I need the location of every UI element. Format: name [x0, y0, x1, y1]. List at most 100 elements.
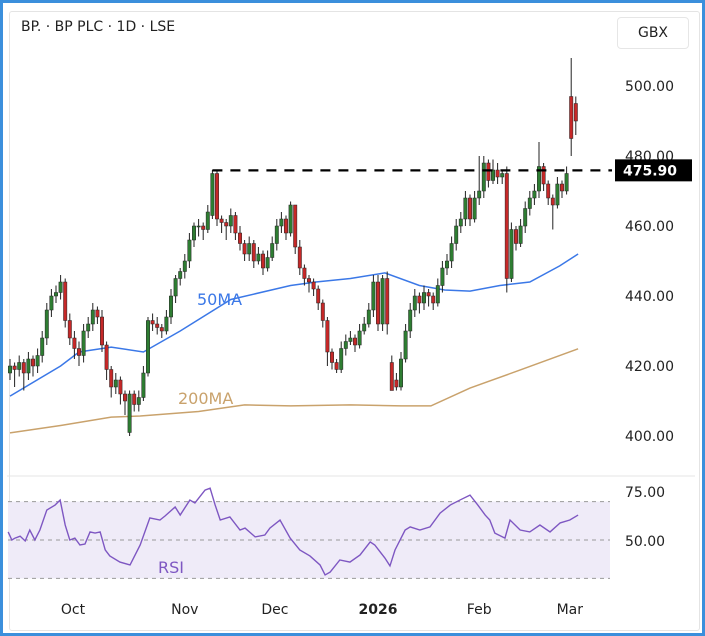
candle-body — [458, 218, 463, 227]
candle — [67, 313, 72, 345]
candle-body — [366, 309, 371, 325]
candle — [63, 278, 68, 328]
candle — [353, 334, 357, 352]
candle-body — [518, 225, 523, 244]
time-axis-label: Dec — [261, 602, 288, 618]
candle-body — [256, 253, 261, 262]
candle — [284, 215, 288, 240]
candle-body — [399, 358, 403, 388]
candle-body — [541, 166, 546, 185]
candle-body — [468, 197, 472, 220]
candle-body — [440, 267, 445, 286]
candle — [380, 275, 385, 331]
candle — [224, 219, 229, 240]
candle-body — [72, 337, 77, 349]
candle — [265, 250, 270, 272]
candle-body — [8, 365, 12, 374]
price-axis-tick: 400.00 — [625, 429, 674, 445]
candle — [495, 163, 500, 184]
rsi-axis-tick: 75.00 — [625, 485, 665, 501]
candle-body — [412, 295, 417, 311]
time-axis-label: Mar — [557, 602, 584, 618]
candle — [182, 254, 187, 279]
candle-body — [495, 169, 500, 178]
candle — [348, 331, 353, 345]
candle-body — [109, 369, 114, 388]
candle — [546, 180, 551, 205]
candle-body — [21, 362, 26, 374]
price-axis-tick: 440.00 — [625, 289, 674, 305]
candle — [357, 324, 362, 349]
candle — [541, 163, 546, 191]
candle — [173, 275, 178, 303]
candle — [431, 292, 436, 310]
candle-body — [31, 358, 35, 367]
candle — [293, 204, 298, 254]
candle-body — [334, 362, 339, 370]
candle-body — [113, 379, 118, 388]
candle-body — [472, 197, 477, 220]
candle-body — [100, 316, 104, 346]
ma-line-200ma — [9, 348, 579, 434]
candle-body — [173, 278, 178, 297]
rsi-label: RSI — [158, 558, 184, 577]
candle — [238, 226, 242, 251]
candle-body — [431, 295, 436, 304]
candle — [509, 222, 514, 282]
candle — [40, 331, 45, 363]
candle — [150, 313, 155, 331]
candle-body — [67, 320, 72, 339]
candle — [86, 317, 91, 338]
candle-body — [233, 215, 238, 234]
candle — [26, 352, 31, 380]
candle — [417, 292, 422, 314]
candle — [307, 275, 311, 293]
candle-body — [353, 337, 357, 346]
candle — [500, 170, 505, 184]
candle-body — [261, 253, 265, 269]
candle — [54, 285, 58, 303]
candle — [486, 159, 491, 188]
candle — [109, 366, 114, 398]
candle-body — [150, 320, 155, 325]
candle-body — [210, 173, 215, 216]
candle-body — [219, 218, 224, 223]
candle-body — [417, 295, 422, 304]
candle — [270, 236, 275, 261]
candle-body — [509, 229, 514, 279]
candle-body — [54, 292, 58, 297]
candle — [155, 317, 160, 335]
currency-button[interactable]: GBX — [617, 17, 689, 49]
candle — [458, 212, 463, 233]
candle-body — [454, 225, 459, 244]
candle-body — [486, 162, 491, 181]
candle-body — [164, 316, 169, 332]
candle — [408, 303, 413, 338]
candle — [376, 275, 380, 331]
ma200-label: 200MA — [178, 389, 233, 408]
candle — [555, 177, 560, 209]
candle-body — [435, 285, 440, 304]
candle-body — [159, 327, 164, 332]
candle-body — [380, 278, 385, 325]
candle-body — [297, 246, 302, 269]
candle-body — [325, 320, 330, 353]
candle — [127, 390, 132, 436]
candle-body — [491, 169, 495, 181]
candle-body — [422, 292, 426, 304]
candle-body — [560, 183, 564, 192]
candle-body — [279, 218, 284, 227]
candle — [532, 184, 537, 205]
candle — [251, 240, 256, 268]
candle-body — [569, 96, 574, 139]
candle — [454, 219, 459, 251]
candle — [440, 261, 445, 293]
candle — [77, 341, 81, 366]
candle-body — [242, 243, 247, 255]
candle-body — [293, 204, 298, 248]
candle-body — [270, 243, 275, 258]
candle-body — [284, 218, 288, 234]
candle — [550, 194, 555, 230]
candle-body — [196, 225, 201, 228]
